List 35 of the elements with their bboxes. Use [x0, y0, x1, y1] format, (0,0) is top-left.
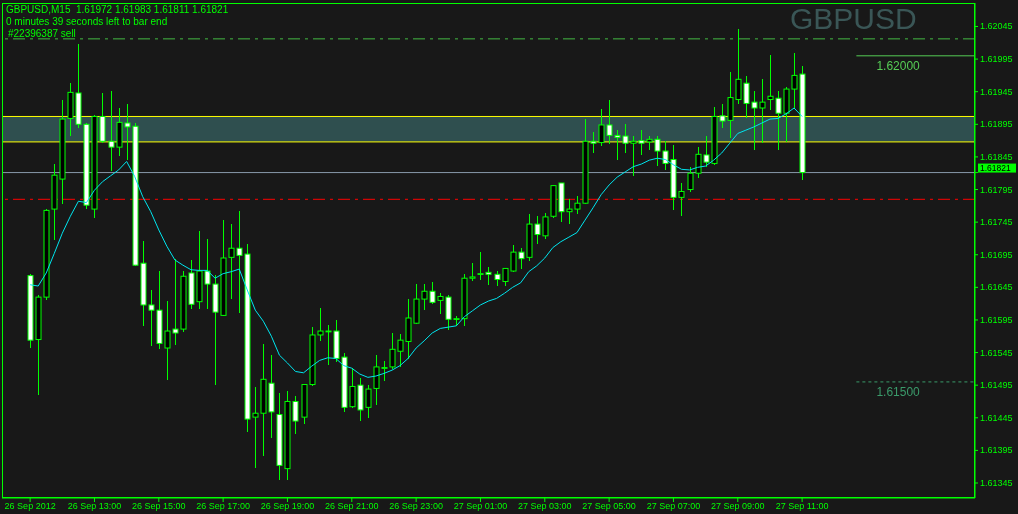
y-tick-label: 1.61745: [980, 217, 1013, 228]
y-tick-label: 1.61345: [980, 478, 1013, 488]
y-tick-label: 1.61645: [980, 282, 1013, 293]
x-tick-label: 27 Sep 01:00: [453, 501, 508, 511]
y-tick-label: 1.61945: [980, 86, 1013, 97]
x-tick-label: 27 Sep 07:00: [646, 501, 701, 511]
x-tick-label: 26 Sep 21:00: [325, 501, 379, 511]
y-tick-label: 1.62045: [980, 21, 1013, 32]
y-tick-label: 1.61395: [980, 445, 1013, 456]
y-tick-label: 1.61795: [980, 184, 1013, 195]
y-tick-label: 1.61995: [980, 54, 1013, 65]
annotation: #22396387 sell: [8, 28, 76, 39]
x-tick-label: 27 Sep 03:00: [518, 501, 572, 511]
text: 0 minutes 39 seconds left to bar end: [6, 16, 168, 27]
y-tick-label: 1.61695: [980, 249, 1013, 260]
y-tick-label: 1.61895: [980, 119, 1013, 130]
x-tick-label: 26 Sep 23:00: [389, 501, 443, 511]
ref-line-label: 1.61500: [876, 384, 921, 399]
x-tick-label: 27 Sep 09:00: [711, 501, 765, 511]
y-tick-label: 1.61821: [980, 163, 1011, 174]
x-tick-label: 27 Sep 11:00: [775, 501, 829, 511]
y-tick-label: 1.61445: [980, 412, 1013, 423]
x-tick-label: 26 Sep 17:00: [196, 501, 250, 511]
x-tick-label: 26 Sep 13:00: [67, 501, 122, 511]
y-tick-label: 1.61545: [980, 347, 1013, 358]
ref-line-label: 1.62000: [876, 58, 921, 73]
y-tick-label: 1.61495: [980, 380, 1013, 391]
y-tick-label: 1.61595: [980, 314, 1013, 325]
annotation: GBPUSD: [790, 2, 917, 36]
x-tick-label: 26 Sep 15:00: [132, 501, 186, 511]
chart-title: GBPUSD,M15 1.61972 1.61983 1.61811 1.61821: [6, 4, 229, 15]
y-tick-label: 1.61845: [980, 151, 1013, 162]
x-tick-label: 26 Sep 2012: [4, 501, 56, 511]
x-tick-label: 26 Sep 19:00: [260, 501, 315, 511]
x-tick-label: 27 Sep 05:00: [582, 501, 636, 511]
